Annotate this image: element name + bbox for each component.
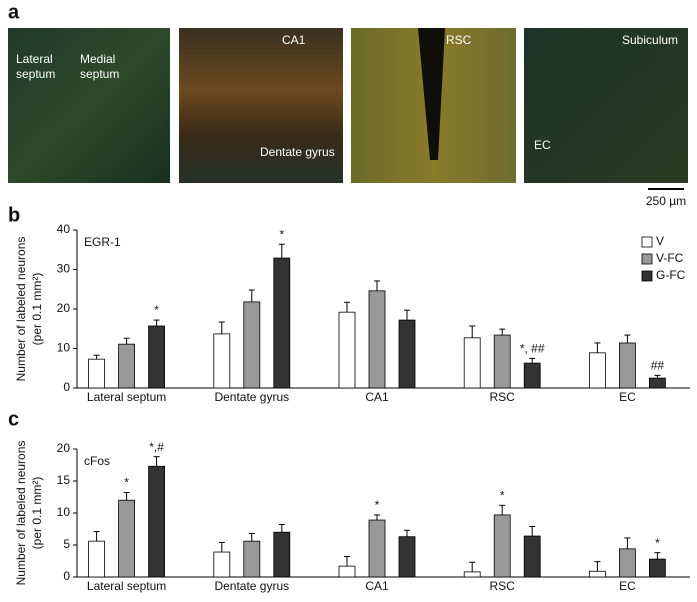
y-axis-label: Number of labeled neurons [14,237,28,382]
x-tick-label: Dentate gyrus [214,579,289,593]
significance-label: * [154,303,159,317]
scale-bar-label: 250 µm [646,194,686,208]
significance-label: *,# [149,440,164,454]
bar [148,325,166,389]
legend-label: V [656,234,664,248]
y-axis-label: (per 0.1 mm²) [30,477,44,550]
micrograph [179,28,343,183]
significance-label: *, ## [520,342,545,356]
significance-label: * [375,498,380,512]
bar [273,531,291,578]
image-label: Subiculum [622,33,679,47]
legend-swatch [641,270,653,282]
x-tick-label: EC [619,579,636,593]
bar [589,352,606,389]
image-label: Lateral septum [16,52,56,81]
significance-label: * [279,227,284,241]
x-tick-label: Lateral septum [87,579,166,593]
chart-label: EGR-1 [84,235,121,249]
bar [649,377,666,389]
chart-label: cFos [84,454,110,468]
significance-label: * [124,476,129,490]
legend-swatch [641,253,653,265]
micrograph [524,28,688,183]
x-tick-label: EC [619,390,636,404]
legend-label: G-FC [656,268,686,282]
y-tick-label: 10 [57,341,71,355]
bar [118,499,135,578]
bar [463,571,481,578]
y-tick-label: 0 [63,380,70,394]
bar [213,333,231,389]
legend-swatch [641,236,653,248]
bar [338,565,356,578]
bar [118,343,135,389]
bar [243,301,261,389]
image-label: EC [534,138,551,152]
bar [398,319,416,389]
x-tick-label: RSC [490,390,516,404]
bar [213,551,231,578]
bar [523,362,541,389]
y-axis-label: (per 0.1 mm²) [30,273,44,346]
x-tick-label: CA1 [365,579,389,593]
bar [523,535,541,578]
bar [368,519,386,578]
bar [148,465,166,578]
bar [368,290,386,389]
y-tick-label: 20 [57,301,71,315]
y-tick-label: 20 [57,441,71,455]
y-tick-label: 5 [63,537,70,551]
x-tick-label: CA1 [365,390,389,404]
y-tick-label: 0 [63,569,70,583]
panel-label: c [8,408,19,430]
midline-gap [418,28,445,160]
x-tick-label: Lateral septum [87,390,166,404]
bar [88,540,105,578]
bar [649,558,666,578]
y-tick-label: 40 [57,222,71,236]
bar [338,311,356,389]
x-tick-label: RSC [490,579,516,593]
micrograph [8,28,170,183]
image-label: CA1 [282,33,306,47]
bar [398,536,416,578]
bar [589,570,606,578]
image-label: Medial septum [80,52,120,81]
legend-label: V-FC [656,251,684,265]
significance-label: ## [651,359,665,373]
image-label: RSC [446,33,472,47]
bar [463,337,481,389]
panel-label: b [8,204,20,226]
significance-label: * [500,488,505,502]
x-tick-label: Dentate gyrus [214,390,289,404]
panel-label: a [8,1,20,23]
y-tick-label: 15 [57,473,71,487]
y-tick-label: 10 [57,505,71,519]
image-label: Dentate gyrus [260,145,335,159]
bar [493,514,511,578]
bar [243,540,261,578]
bar [273,257,291,389]
bar [619,548,636,578]
y-axis-label: Number of labeled neurons [14,441,28,586]
bar [88,358,105,389]
bar [619,342,636,389]
significance-label: * [655,536,660,550]
bar [493,334,511,389]
y-tick-label: 30 [57,262,71,276]
